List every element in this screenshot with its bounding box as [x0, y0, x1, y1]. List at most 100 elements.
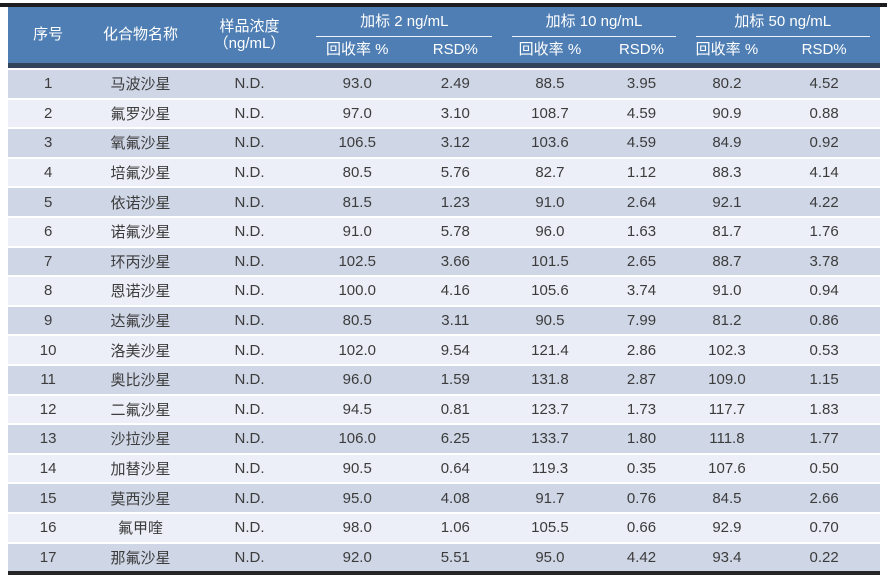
table-row: 11 奥比沙星 N.D. 96.0 1.59 131.8 2.87 109.0 … — [8, 365, 880, 394]
cell-rsd-2: 3.12 — [440, 134, 470, 152]
cell-rsd-2: 3.10 — [440, 104, 470, 122]
cell-recovery-10: 103.6 — [531, 134, 569, 152]
cell-no: 4 — [43, 164, 53, 182]
table-row: 16 氟甲喹 N.D. 98.0 1.06 105.5 0.66 92.9 0.… — [8, 513, 880, 542]
cell-rsd-10: 4.59 — [626, 134, 657, 152]
header-group-spike-2: 加标 2 ng/mL — [306, 7, 502, 37]
table-row: 13 沙拉沙星 N.D. 106.0 6.25 133.7 1.80 111.8… — [8, 425, 880, 453]
cell-compound: 马波沙星 — [110, 76, 171, 94]
header-no: 序号 — [33, 26, 64, 44]
cell-recovery-50: 81.2 — [712, 312, 742, 330]
cell-no: 16 — [39, 519, 57, 537]
cell-rsd-50: 0.50 — [809, 460, 839, 478]
cell-recovery-2: 95.0 — [342, 489, 372, 507]
cell-compound: 氟甲喹 — [118, 520, 164, 538]
cell-recovery-2: 102.0 — [338, 341, 376, 359]
cell-recovery-10: 119.3 — [531, 460, 569, 478]
header-compound-name: 化合物名称 — [103, 26, 179, 44]
cell-rsd-10: 4.42 — [626, 548, 657, 566]
recovery-rsd-table: 序号 化合物名称 样品浓度 （ng/mL） 加标 2 ng/mL 加标 10 n… — [8, 7, 880, 576]
cell-rsd-50: 1.77 — [809, 430, 839, 448]
cell-no: 12 — [39, 400, 57, 418]
header-sample-concentration-line1: 样品浓度 — [219, 17, 280, 35]
cell-recovery-2: 106.5 — [338, 134, 376, 152]
cell-no: 1 — [43, 75, 53, 93]
cell-recovery-10: 101.5 — [531, 252, 569, 270]
cell-rsd-2: 1.23 — [440, 193, 470, 211]
cell-rsd-10: 1.73 — [626, 400, 657, 418]
cell-rsd-50: 4.14 — [809, 164, 839, 182]
cell-rsd-2: 5.78 — [440, 223, 470, 241]
cell-recovery-2: 80.5 — [342, 312, 372, 330]
cell-concentration: N.D. — [234, 460, 265, 478]
cell-no: 10 — [39, 341, 57, 359]
cell-recovery-50: 92.9 — [712, 519, 742, 537]
cell-rsd-2: 6.25 — [440, 430, 470, 448]
cell-rsd-10: 2.86 — [626, 341, 657, 359]
cell-no: 3 — [43, 134, 53, 152]
cell-rsd-2: 0.81 — [440, 400, 470, 418]
cell-recovery-2: 97.0 — [342, 104, 372, 122]
cell-recovery-10: 123.7 — [531, 400, 569, 418]
cell-recovery-50: 117.7 — [708, 400, 746, 418]
header-rsd-2: RSD% — [432, 41, 478, 59]
cell-rsd-50: 1.76 — [809, 223, 839, 241]
cell-compound: 洛美沙星 — [110, 342, 171, 360]
cell-rsd-10: 2.87 — [626, 371, 657, 389]
cell-concentration: N.D. — [234, 252, 265, 270]
cell-recovery-10: 105.5 — [531, 519, 569, 537]
cell-rsd-10: 3.95 — [626, 75, 657, 93]
cell-recovery-50: 90.9 — [712, 104, 742, 122]
cell-compound: 加替沙星 — [110, 461, 171, 479]
table-body: 1 马波沙星 N.D. 93.0 2.49 88.5 3.95 80.2 4.5… — [8, 70, 880, 572]
header-sample-concentration: 样品浓度 （ng/mL） — [193, 7, 306, 63]
cell-recovery-50: 109.0 — [708, 371, 746, 389]
table-row: 4 培氟沙星 N.D. 80.5 5.76 82.7 1.12 88.3 4.1… — [8, 158, 880, 187]
cell-rsd-2: 3.11 — [441, 312, 470, 330]
cell-rsd-50: 1.83 — [809, 400, 839, 418]
table-row: 14 加替沙星 N.D. 90.5 0.64 119.3 0.35 107.6 … — [8, 454, 880, 483]
cell-recovery-10: 133.7 — [531, 430, 569, 448]
cell-recovery-50: 111.8 — [709, 430, 745, 448]
cell-concentration: N.D. — [234, 164, 265, 182]
cell-recovery-50: 93.4 — [712, 548, 742, 566]
cell-rsd-10: 0.66 — [626, 519, 657, 537]
cell-rsd-2: 3.66 — [440, 252, 470, 270]
cell-recovery-50: 84.9 — [712, 134, 742, 152]
cell-rsd-50: 0.86 — [809, 312, 839, 330]
cell-recovery-2: 91.0 — [342, 223, 372, 241]
cell-rsd-50: 0.22 — [809, 548, 839, 566]
cell-concentration: N.D. — [234, 371, 265, 389]
header-group-spike-10: 加标 10 ng/mL — [502, 7, 685, 37]
cell-concentration: N.D. — [234, 548, 265, 566]
cell-compound: 恩诺沙星 — [110, 283, 171, 301]
cell-rsd-50: 0.53 — [809, 341, 839, 359]
table-row: 7 环丙沙星 N.D. 102.5 3.66 101.5 2.65 88.7 3… — [8, 247, 880, 276]
cell-recovery-50: 102.3 — [708, 341, 746, 359]
cell-rsd-2: 4.08 — [440, 489, 470, 507]
cell-recovery-50: 88.7 — [712, 252, 742, 270]
table-top-border — [0, 3, 887, 7]
cell-concentration: N.D. — [234, 75, 265, 93]
header-body-gap — [8, 68, 880, 70]
cell-compound: 达氟沙星 — [110, 313, 171, 331]
cell-rsd-2: 0.64 — [440, 460, 470, 478]
cell-recovery-2: 106.0 — [338, 430, 376, 448]
cell-rsd-10: 0.35 — [626, 460, 657, 478]
cell-no: 15 — [39, 489, 57, 507]
cell-no: 6 — [43, 223, 53, 241]
cell-rsd-50: 4.52 — [809, 75, 839, 93]
cell-rsd-10: 2.64 — [626, 193, 657, 211]
table-row: 5 依诺沙星 N.D. 81.5 1.23 91.0 2.64 92.1 4.2… — [8, 188, 880, 216]
cell-recovery-10: 88.5 — [535, 75, 565, 93]
table-row: 3 氧氟沙星 N.D. 106.5 3.12 103.6 4.59 84.9 0… — [8, 129, 880, 157]
cell-compound: 依诺沙星 — [110, 194, 171, 212]
cell-rsd-50: 1.15 — [809, 371, 839, 389]
cell-recovery-10: 91.7 — [535, 489, 565, 507]
cell-rsd-2: 1.06 — [440, 519, 470, 537]
cell-recovery-10: 96.0 — [535, 223, 565, 241]
table-row: 12 二氟沙星 N.D. 94.5 0.81 123.7 1.73 117.7 … — [8, 395, 880, 424]
cell-no: 8 — [43, 282, 53, 300]
cell-rsd-50: 4.22 — [809, 193, 839, 211]
cell-no: 13 — [39, 430, 57, 448]
